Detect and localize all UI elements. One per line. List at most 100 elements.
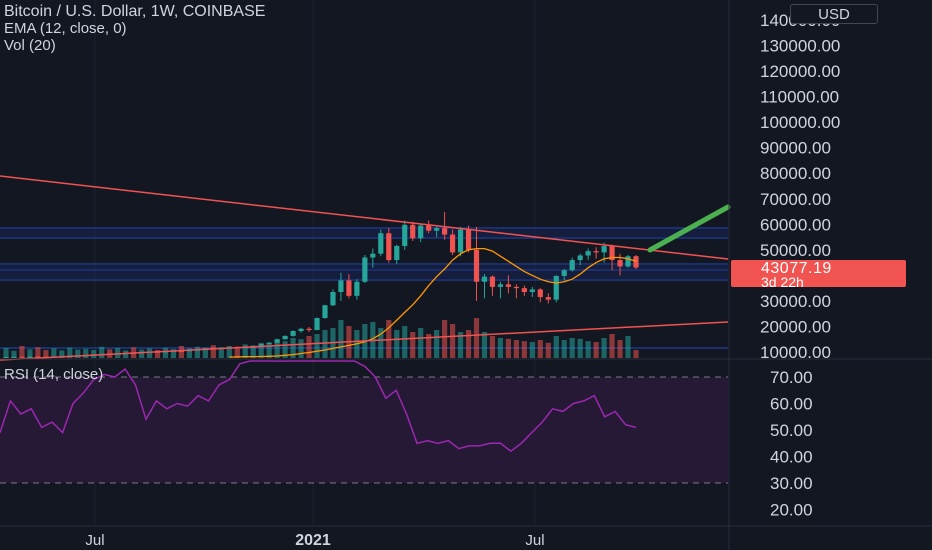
volume-bar [51,348,57,358]
candle-body [338,280,344,292]
volume-bar [505,338,511,358]
candle-body [298,328,304,332]
volume-bar [402,326,408,358]
price-axis: 10000.0020000.0030000.0040000.0050000.00… [760,11,840,362]
rsi-tick-label: 60.00 [770,395,813,414]
rsi-legend[interactable]: RSI (14, close) [4,366,104,383]
chart-legend: Bitcoin / U.S. Dollar, 1W, COINBASE EMA … [4,3,265,54]
volume-bar [625,336,631,358]
volume-bar [274,340,280,358]
volume-bar [449,324,456,358]
price-tick-label: 50000.00 [760,241,831,260]
rsi-line [0,360,637,453]
candle-body [625,256,631,267]
volume-bar [378,328,384,358]
candle-body [19,356,25,358]
bar-countdown: 3d 22h [761,274,804,290]
volume-bar [19,346,25,358]
volume-bar [170,349,177,358]
candle-body [290,331,296,336]
volume-bar [545,342,551,358]
volume-bar [194,346,200,358]
volume-bar [633,350,639,358]
volume-bar [489,336,496,358]
price-tick-label: 80000.00 [760,164,831,183]
volume-bar [234,346,240,358]
volume-bar [322,330,328,358]
candle-body [577,255,583,261]
volume-bar [250,346,256,358]
candle-body [306,328,312,331]
candle-body [585,251,591,256]
ema-legend[interactable]: EMA (12, close, 0) [4,20,127,37]
candle-body [561,270,567,276]
candle-body [346,280,352,296]
rsi-tick-label: 20.00 [770,501,813,520]
candle-body [394,246,400,261]
price-tick-label: 100000.00 [760,113,840,132]
candle-body [505,284,511,287]
volume-bar [418,328,424,358]
volume-bar [529,342,535,358]
volume-bar [521,341,527,358]
last-price-badge: 43077.19 3d 22h [731,260,906,290]
volume-bar [585,341,591,358]
candle-body [449,234,456,253]
volume-bar [218,347,224,358]
candle-body [553,275,559,300]
candle-body [537,289,543,298]
volume-bar [75,349,81,358]
candle-body [593,251,599,253]
symbol-title[interactable]: Bitcoin / U.S. Dollar, 1W, COINBASE [4,3,266,20]
candle-body [513,286,519,289]
candle-body [178,350,185,352]
volume-bar [3,348,9,358]
rsi-tick-label: 40.00 [770,448,813,467]
candle-body [457,229,464,253]
volume-bar [83,348,89,358]
last-price-value: 43077.19 [761,260,832,277]
volume-bar [617,340,623,358]
volume-bar [298,339,304,358]
volume-bar [314,334,320,358]
volume-bar [609,334,615,358]
candle-body [426,225,432,231]
candle-body [481,276,488,282]
candle-body [473,249,480,282]
volume-bar [569,338,575,358]
candle-body [633,256,639,268]
volume-bar [577,338,583,358]
volume-bar [473,318,480,358]
time-tick-label: 2021 [295,532,331,549]
candle-body [601,246,607,253]
ema-line [229,247,637,358]
volume-bar [162,347,169,358]
volume-legend[interactable]: Vol (20) [4,37,56,54]
descending-trendline [0,175,729,260]
volume-bar [394,330,400,358]
volume-bar [123,350,129,358]
volume-bar [601,338,607,358]
volume-bar [146,348,153,358]
candle-body [386,233,392,261]
candle-body [442,228,448,235]
volume-bar [242,344,248,358]
volume-bar [465,330,472,358]
rsi-tick-label: 50.00 [770,421,813,440]
price-tick-label: 130000.00 [760,37,840,56]
price-tick-label: 30000.00 [760,292,831,311]
candle-body [410,224,416,239]
volume-bar [497,338,504,358]
rsi-tick-label: 30.00 [770,474,813,493]
volume-bar [593,342,599,358]
candle-body [274,339,280,343]
candle-body [322,305,328,319]
time-tick-label: Jul [85,532,104,549]
volume-bar [561,340,567,358]
currency-button[interactable]: USD [790,4,878,24]
candle-body [314,318,320,331]
volume-bar [202,347,208,358]
price-tick-label: 110000.00 [760,88,839,107]
candle-body [497,284,504,287]
